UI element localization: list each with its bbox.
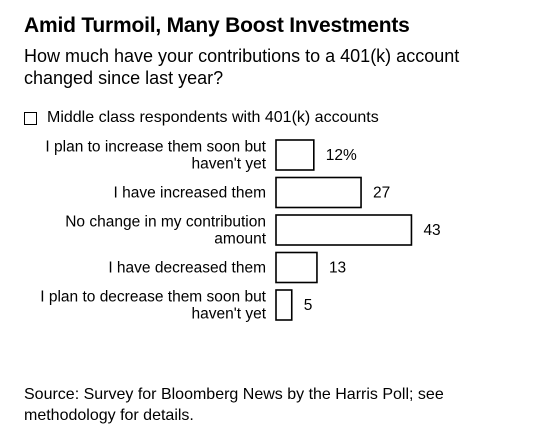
category-label: I have increased them: [113, 185, 266, 202]
bar-row: I have decreased them 13: [108, 251, 346, 284]
source-note: Source: Survey for Bloomberg News by the…: [24, 386, 444, 424]
chart-title: Amid Turmoil, Many Boost Investments: [24, 14, 410, 37]
category-label: No change in my contribution amount: [65, 214, 266, 248]
legend-swatch: [24, 111, 37, 125]
category-label: I plan to decrease them soon but haven't …: [40, 289, 266, 323]
bar: [275, 289, 293, 321]
bar-row: No change in my contribution amount 43: [65, 214, 440, 248]
data-label: 12%: [326, 147, 357, 164]
bar-row: I plan to increase them soon but haven't …: [45, 139, 357, 173]
bar: [275, 139, 315, 171]
data-label: 27: [373, 185, 390, 202]
chart-subtitle: How much have your contributions to a 40…: [24, 46, 460, 88]
legend: Middle class respondents with 401(k) acc…: [24, 109, 379, 127]
data-label: 43: [423, 222, 440, 239]
bar-row: I plan to decrease them soon but haven't …: [40, 289, 312, 323]
bar: [275, 214, 413, 246]
legend-label: Middle class respondents with 401(k) acc…: [47, 109, 379, 126]
bar-row: I have increased them 27: [113, 176, 390, 209]
category-label: I have decreased them: [108, 260, 266, 277]
bar: [275, 251, 318, 284]
data-label: 5: [304, 297, 313, 314]
data-label: 13: [329, 260, 346, 277]
bar: [275, 176, 362, 209]
category-label: I plan to increase them soon but haven't …: [45, 139, 266, 173]
